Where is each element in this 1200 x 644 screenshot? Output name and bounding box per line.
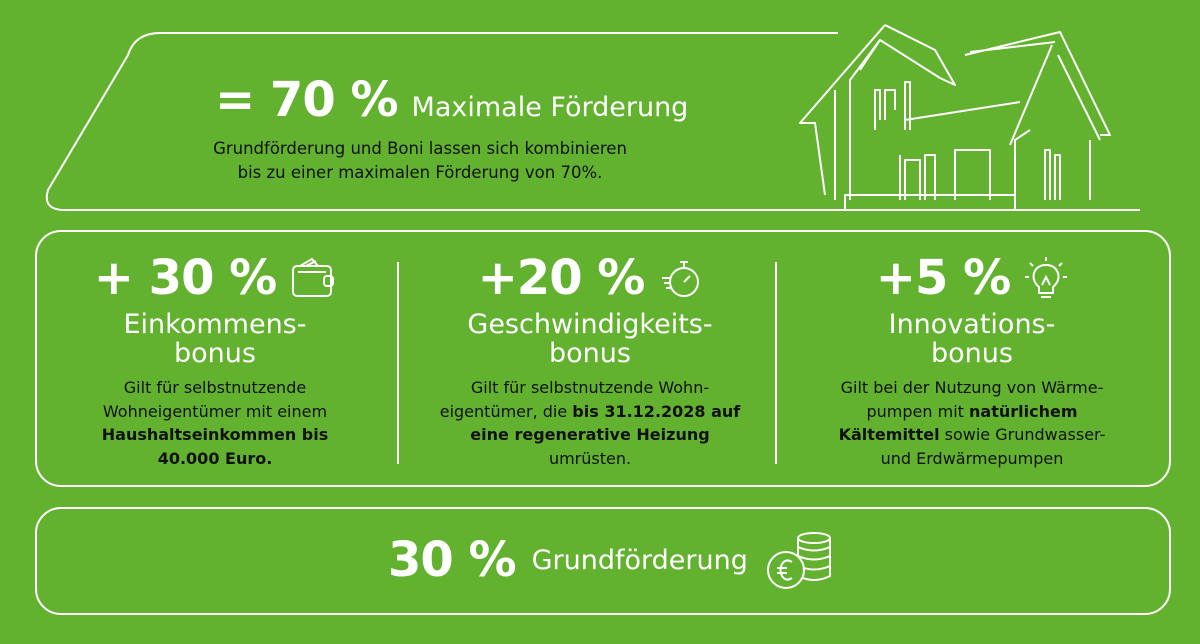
bonus-speed: +20 % Geschwindigkeits-bonus Gilt für se… — [410, 248, 770, 470]
body-line: Gilt für selbstnutzende Wohn- — [470, 378, 710, 397]
body-line: umrüsten. — [548, 448, 632, 468]
bonus-percent: +5 % — [875, 250, 1011, 306]
body-line: Gilt für selbstnutzende — [123, 378, 307, 397]
body-line: Wohneigentümer mit einem — [102, 401, 328, 421]
bonus-title: Einkommens-bonus — [35, 310, 395, 368]
body-line: eigentümer, die — [439, 401, 573, 421]
divider — [397, 262, 399, 464]
bonus-body: Gilt für selbstnutzende Wohn- eigentümer… — [410, 376, 770, 470]
base-funding-box — [35, 507, 1171, 615]
description-line: Grundförderung und Boni lassen sich komb… — [213, 139, 627, 158]
bonus-title: Geschwindigkeits-bonus — [410, 310, 770, 368]
house-illustration — [799, 24, 1111, 210]
lightbulb-icon — [1025, 257, 1068, 298]
bonus-body: Gilt für selbstnutzende Wohneigentümer m… — [35, 376, 395, 470]
bonus-innovation: +5 % Innovations-bonus Gilt bei der Nutz… — [792, 248, 1152, 470]
body-line-bold: 40.000 Euro. — [157, 448, 273, 468]
base-funding: 30 % Grundförderung — [388, 530, 834, 590]
bonus-percent: + 30 % — [93, 250, 278, 306]
body-line-bold: bis 31.12.2028 auf — [572, 401, 741, 421]
body-line-bold: Haushaltseinkommen bis — [101, 425, 329, 444]
title-line: Einkommens- — [123, 309, 307, 340]
max-label: Maximale Förderung — [411, 92, 689, 123]
body-line-bold: Kältemittel — [838, 425, 940, 444]
title-line: Innovations- — [888, 309, 1056, 340]
title-line: Geschwindigkeits- — [467, 309, 713, 340]
title-line: bonus — [549, 338, 631, 369]
wallet-icon — [292, 257, 335, 297]
bonus-title: Innovations-bonus — [792, 310, 1152, 368]
title-line: bonus — [931, 338, 1013, 369]
top-box-outline — [45, 32, 1140, 211]
bonus-percent: +20 % — [477, 250, 646, 306]
bonus-income: + 30 % Einkommens-bonus Gilt für selbstn… — [35, 248, 395, 470]
title-line: bonus — [174, 338, 256, 369]
body-line: pumpen mit — [866, 401, 969, 421]
max-description: Grundförderung und Boni lassen sich komb… — [170, 137, 670, 185]
body-line: Gilt bei der Nutzung von Wärme- — [840, 378, 1104, 397]
body-line: und Erdwärmepumpen — [880, 448, 1064, 468]
stopwatch-icon — [662, 261, 700, 297]
divider — [775, 262, 777, 464]
max-percent: = 70 % — [215, 72, 399, 128]
euro-coins-icon — [766, 532, 831, 589]
max-funding-heading: = 70 % Maximale Förderung — [215, 72, 688, 128]
body-line-bold: eine regenerative Heizung — [470, 425, 710, 444]
description-line: bis zu einer maximalen Förderung von 70%… — [237, 163, 603, 182]
body-line-bold: natürlichem — [969, 401, 1078, 421]
base-percent: 30 % — [388, 532, 517, 588]
base-label: Grundförderung — [531, 544, 748, 576]
bonus-box — [35, 230, 1171, 487]
bonus-body: Gilt bei der Nutzung von Wärme- pumpen m… — [792, 376, 1152, 470]
body-line: sowie Grundwasser- — [939, 425, 1106, 444]
